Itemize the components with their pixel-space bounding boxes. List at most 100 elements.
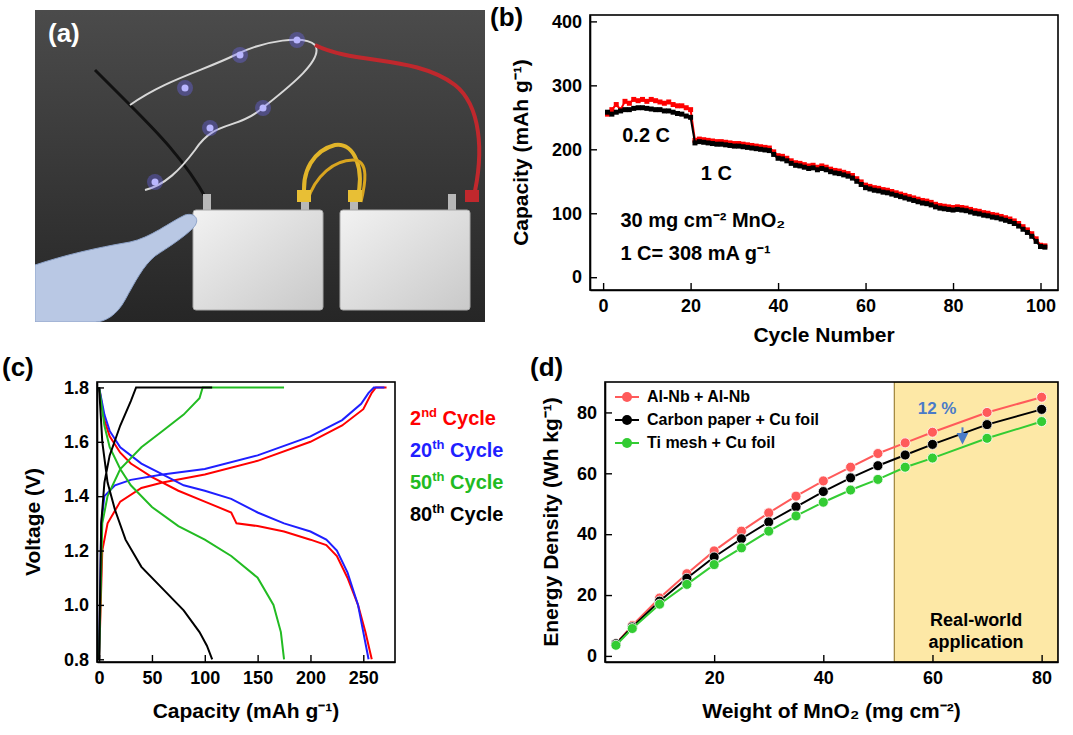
data-point [679,103,684,108]
series-line [99,387,386,659]
tick-label: 60 [577,464,597,484]
tick-mark [310,655,311,662]
data-point [609,107,614,112]
tick: 0 [587,646,612,666]
data-point [898,194,903,199]
tick-label: 1.6 [64,432,89,452]
data-point [927,439,937,449]
y-axis: 0100200300400 [552,12,597,291]
data-point [1003,218,1008,223]
data-point [791,491,801,501]
data-point [684,114,689,119]
data-point [736,144,741,149]
data-point [653,98,658,103]
data-point [994,215,999,220]
series-line [607,108,1044,247]
series-line [99,387,212,659]
data-point [846,174,851,179]
data-point [873,449,883,459]
data-point [841,172,846,177]
tick-label: 100 [1026,296,1056,316]
tick-label: 60 [856,296,876,316]
data-point [684,105,689,110]
tick-mark [690,283,691,290]
panel-label: (c) [2,352,34,382]
data-point [653,107,658,112]
data-point [723,142,728,147]
legend-marker [622,392,632,402]
data-point [1037,404,1047,414]
tick: 1.8 [64,378,104,398]
led [182,85,189,92]
pouch-cell [193,210,323,310]
data-point [791,511,801,521]
tick: 0.8 [64,650,104,670]
wire-red [315,45,479,200]
tick-mark [590,149,597,150]
data-point [611,640,621,650]
legend-marker [622,438,632,448]
tick: 80 [944,283,964,316]
x-axis-title: Capacity (mAh g⁻¹) [153,699,340,722]
data-point [688,115,693,120]
data-point [627,101,632,106]
tick: 200 [296,655,326,688]
photo-background [35,10,485,322]
data-point [1012,221,1017,226]
panel: 0204060801000100200300400Cycle NumberCap… [509,12,1059,346]
data-point [811,165,816,170]
tick-label: 0 [95,668,105,688]
data-point [1037,417,1047,427]
highlight-label: Real-worldapplication [929,610,1024,652]
legend-label: 80th Cycle [410,501,503,525]
data-point [885,190,890,195]
data-point [889,192,894,197]
tick-label: 20 [705,668,725,688]
data-point [933,204,938,209]
panel: 20406080020406080Weight of MnO₂ (mg cm⁻²… [539,382,1059,722]
data-point [636,98,641,103]
data-point [942,206,947,211]
tick-mark [778,283,779,290]
data-point [675,103,680,108]
data-point [927,453,937,463]
data-point [762,147,767,152]
data-point [818,487,828,497]
data-point [714,142,719,147]
data-point [846,473,856,483]
tick: 60 [577,464,612,484]
data-point [797,163,802,168]
annotation: 12 % [918,399,957,418]
data-point [876,188,881,193]
led [237,52,244,59]
legend-label: Al-Nb + Al-Nb [647,388,750,405]
tick-mark [823,655,824,662]
data-point [732,144,737,149]
pouch-cell [340,210,470,310]
series-line [616,397,1042,644]
data-point [900,462,910,472]
led [294,37,301,44]
x-axis-title: Weight of MnO₂ (mg cm⁻²) [702,699,961,722]
panel: 0501001502002500.81.01.21.41.61.8Capacit… [21,378,503,722]
tick-label: 1.8 [64,378,89,398]
data-point [955,207,960,212]
tick-label: 400 [552,12,582,32]
axis-line [590,16,592,291]
data-point [789,161,794,166]
data-point [657,99,662,104]
tick-label: 50 [142,668,162,688]
data-point [982,420,992,430]
data-point [872,188,877,193]
tick: 150 [243,655,273,688]
data-point [977,211,982,216]
data-point [618,108,623,113]
data-point [828,169,833,174]
data-point [972,211,977,216]
tick: 50 [142,655,162,688]
x-axis: 050100150200250 [95,655,396,688]
data-point [982,407,992,417]
data-point [709,560,719,570]
led [152,179,159,186]
data-point [767,148,772,153]
